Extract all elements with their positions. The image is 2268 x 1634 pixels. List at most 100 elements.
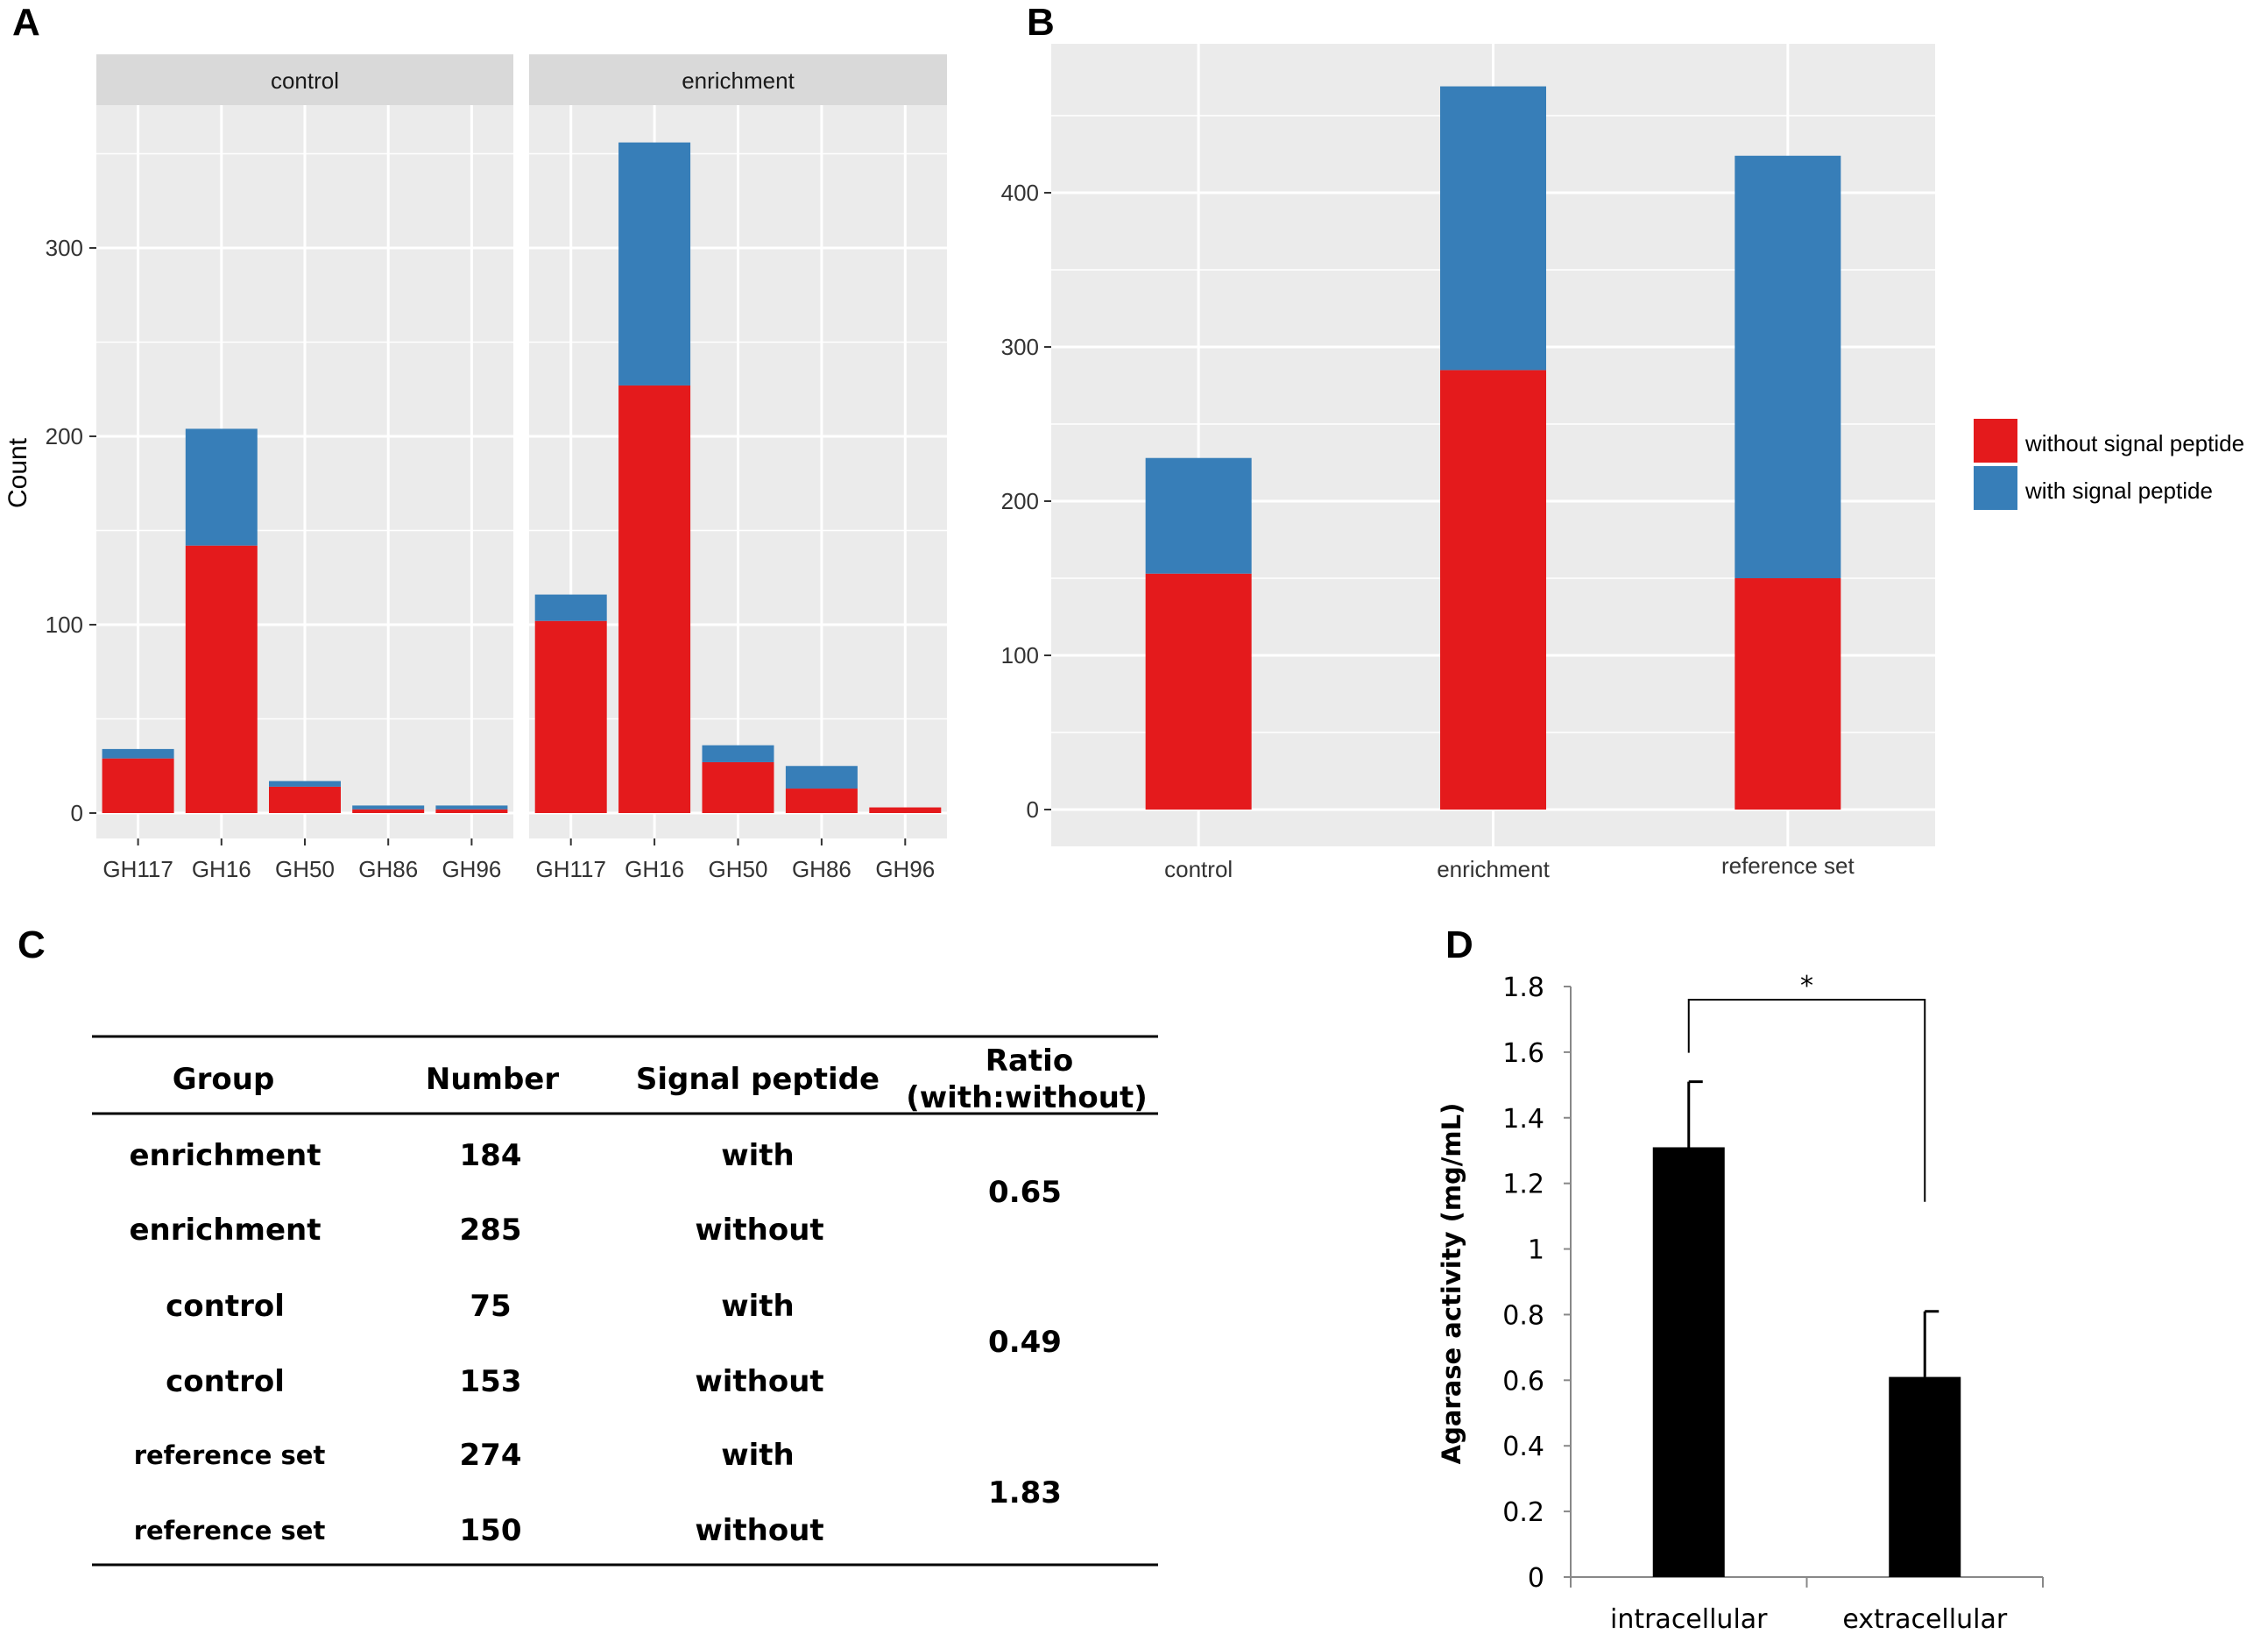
table-cell-group: enrichment bbox=[130, 1213, 321, 1248]
bar-segment bbox=[702, 761, 774, 813]
x-tick-labels: intracellular extracellular bbox=[1610, 1604, 2008, 1634]
y-axis-title: Count bbox=[4, 437, 32, 508]
bar-segment bbox=[435, 809, 508, 813]
bar-segment bbox=[869, 807, 942, 813]
bar-segment bbox=[435, 805, 508, 810]
x-tick-label: GH86 bbox=[792, 856, 851, 882]
y-tick-label: 1.4 bbox=[1502, 1104, 1544, 1135]
bar-segment bbox=[269, 786, 341, 813]
bar-segment bbox=[185, 428, 258, 546]
bar-segment bbox=[1145, 457, 1252, 574]
table-header-ratio: Ratio bbox=[986, 1043, 1073, 1079]
table-cell-signal: without bbox=[695, 1513, 823, 1548]
table-cell-signal: without bbox=[695, 1213, 823, 1248]
table-cell-number: 153 bbox=[460, 1364, 522, 1399]
y-tick-label: 1 bbox=[1528, 1235, 1544, 1266]
x-tick-label-extracellular: extracellular bbox=[1842, 1604, 2008, 1634]
bar-group bbox=[102, 428, 508, 813]
facet-strip bbox=[529, 54, 947, 105]
y-tick-label: 1.6 bbox=[1502, 1038, 1544, 1069]
table-row: control 153 without bbox=[166, 1364, 824, 1399]
bar-segment bbox=[618, 385, 691, 813]
significance-bracket: * bbox=[1687, 971, 1926, 1202]
bar-group bbox=[1145, 86, 1841, 810]
panel-c-table: Group Number Signal peptide Ratio (with:… bbox=[92, 1035, 1158, 1567]
y-tick-label: 1.2 bbox=[1502, 1170, 1544, 1200]
y-tick-label: 300 bbox=[1001, 334, 1039, 360]
legend: without signal peptide with signal pepti… bbox=[1974, 419, 2244, 510]
table-cell-number: 285 bbox=[460, 1213, 522, 1248]
y-tick-label: 200 bbox=[46, 423, 83, 449]
panel-d-chart: 0 0.2 0.4 0.6 0.8 1 1.2 1.4 1.6 1.8 intracellular… bbox=[1437, 971, 2044, 1634]
panel-a-chart: control GH117 GH16 GH50 GH86 GH96 enrich… bbox=[4, 54, 947, 882]
table-cell-ratio: 0.49 bbox=[988, 1325, 1062, 1360]
panel-a-letter: A bbox=[12, 1, 40, 44]
table-row: control 75 with bbox=[166, 1289, 795, 1324]
y-axis-title: Agarase activity (mg/mL) bbox=[1437, 1103, 1466, 1465]
table-row: reference set 150 without bbox=[134, 1513, 824, 1548]
significance-line bbox=[1687, 999, 1926, 1202]
bar-segment bbox=[102, 758, 174, 813]
y-axis: 0 100 200 300 400 bbox=[1001, 180, 1051, 823]
y-tick-label: 300 bbox=[46, 235, 83, 261]
table-header-group: Group bbox=[173, 1062, 275, 1097]
x-tick-label: GH86 bbox=[358, 856, 418, 882]
facet-strip bbox=[96, 54, 513, 105]
bar-segment bbox=[352, 809, 425, 813]
axes: 0 0.2 0.4 0.6 0.8 1 1.2 1.4 1.6 1.8 bbox=[1502, 973, 2044, 1594]
y-tick-label: 0.6 bbox=[1502, 1366, 1544, 1397]
x-tick-label: GH50 bbox=[709, 856, 768, 882]
x-tick-label-intracellular: intracellular bbox=[1610, 1604, 1768, 1634]
bar-segment bbox=[1735, 578, 1841, 810]
bar-segment bbox=[1735, 155, 1841, 578]
x-tick-label: GH96 bbox=[875, 856, 935, 882]
panel-b-letter: B bbox=[1027, 1, 1055, 44]
x-tick-label: GH16 bbox=[625, 856, 684, 882]
table-header-signal-peptide: Signal peptide bbox=[636, 1062, 880, 1097]
table-cell-group: reference set bbox=[134, 1516, 326, 1546]
legend-key-with bbox=[1974, 466, 2017, 510]
table-cell-signal: with bbox=[721, 1438, 795, 1473]
x-tick-label-reference-set: reference set bbox=[1721, 852, 1855, 879]
bar-segment bbox=[269, 781, 341, 787]
panel-b-chart: 0 100 200 300 400 control enrichment referen… bbox=[1001, 44, 2244, 882]
y-tick-label: 400 bbox=[1001, 180, 1039, 206]
table-cell-signal: with bbox=[721, 1289, 795, 1324]
x-tick-label-enrichment: enrichment bbox=[1437, 856, 1550, 882]
panel-c-letter: C bbox=[18, 923, 46, 966]
table-row: enrichment 285 without bbox=[130, 1213, 824, 1248]
table-cell-number: 274 bbox=[460, 1438, 522, 1473]
y-tick-label: 0.4 bbox=[1502, 1432, 1544, 1462]
bar bbox=[1889, 1376, 1961, 1577]
legend-label-with: with signal peptide bbox=[2024, 477, 2213, 504]
y-tick-label: 0.2 bbox=[1502, 1497, 1544, 1528]
x-tick-label: GH96 bbox=[442, 856, 501, 882]
bar-segment bbox=[534, 594, 607, 621]
bar-segment bbox=[534, 620, 607, 813]
table-header-number: Number bbox=[426, 1062, 559, 1097]
table-header-ratio-sub: (with:without) bbox=[906, 1080, 1148, 1115]
y-tick-label: 0 bbox=[1528, 1563, 1544, 1594]
legend-key-without bbox=[1974, 419, 2017, 463]
x-tick-labels: GH117 GH16 GH50 GH86 GH96 bbox=[102, 856, 501, 882]
facet-label-control: control bbox=[271, 67, 339, 94]
bar-segment bbox=[102, 748, 174, 759]
bar-segment bbox=[785, 766, 858, 789]
table-cell-group: control bbox=[166, 1364, 285, 1399]
gridlines bbox=[529, 105, 947, 845]
y-tick-label: 0.8 bbox=[1502, 1300, 1544, 1331]
table-cell-number: 75 bbox=[470, 1289, 511, 1324]
facet-control: control GH117 GH16 GH50 GH86 GH96 bbox=[96, 54, 513, 882]
table-cell-group: enrichment bbox=[130, 1138, 321, 1173]
table-cell-number: 150 bbox=[460, 1513, 522, 1548]
x-tick-label: GH117 bbox=[102, 856, 173, 882]
table-cell-ratio: 0.65 bbox=[988, 1175, 1062, 1210]
bar-segment bbox=[185, 545, 258, 813]
y-tick-label: 100 bbox=[1001, 642, 1039, 668]
table-cell-ratio: 1.83 bbox=[988, 1475, 1062, 1510]
bar-group bbox=[1652, 1080, 1961, 1577]
bar bbox=[1652, 1147, 1725, 1577]
bar-group bbox=[534, 142, 942, 813]
x-tick-label: GH16 bbox=[192, 856, 251, 882]
